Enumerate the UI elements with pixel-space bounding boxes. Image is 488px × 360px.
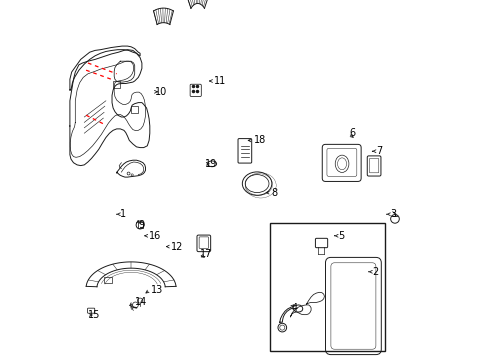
Text: 15: 15 (88, 310, 100, 320)
Text: 3: 3 (389, 209, 396, 219)
Bar (113, 81, 120, 88)
Text: 19: 19 (204, 159, 217, 169)
Text: 9: 9 (138, 220, 144, 230)
Text: 18: 18 (253, 135, 265, 145)
Text: 12: 12 (170, 242, 183, 252)
Text: 4: 4 (291, 303, 297, 313)
Bar (137, 222, 142, 228)
Text: 5: 5 (337, 231, 344, 241)
Text: 6: 6 (348, 128, 354, 138)
Bar (131, 106, 137, 113)
Bar (104, 277, 112, 283)
Text: 13: 13 (151, 285, 163, 295)
Text: 7: 7 (375, 146, 381, 156)
Bar (270, 223, 384, 351)
Text: 1: 1 (120, 209, 126, 219)
Text: 10: 10 (154, 87, 166, 97)
Text: 17: 17 (199, 249, 211, 259)
Text: 11: 11 (213, 76, 225, 86)
Text: 8: 8 (271, 188, 277, 198)
Text: 14: 14 (134, 297, 147, 307)
Text: 2: 2 (371, 267, 378, 277)
Text: 16: 16 (149, 231, 161, 241)
